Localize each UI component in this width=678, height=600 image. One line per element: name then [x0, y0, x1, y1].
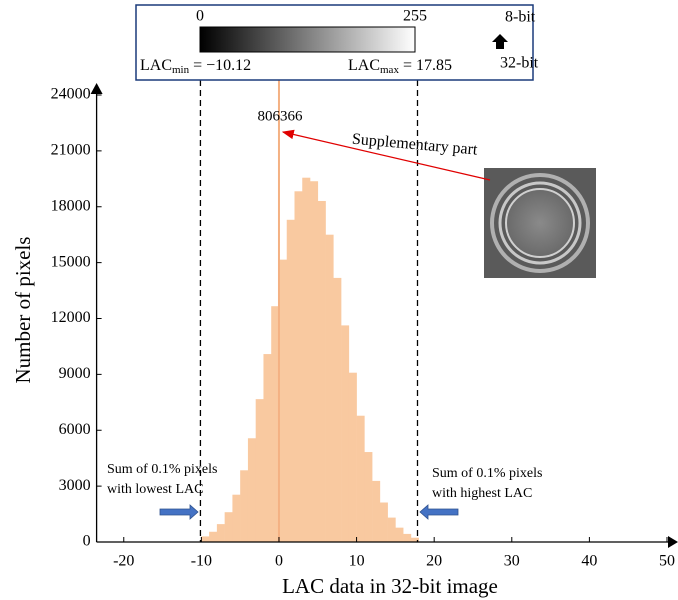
bar [240, 470, 249, 542]
x-tick-label: 0 [275, 553, 283, 570]
bar [247, 438, 256, 542]
bound-label: LACmax = 17.85 [348, 57, 452, 76]
bound-subscript: min [172, 64, 190, 76]
bar [410, 537, 419, 542]
colorbar-upper-label: 8-bit [505, 9, 536, 26]
bar [403, 533, 412, 542]
bar [216, 524, 225, 542]
bound-symbol: LAC [348, 57, 380, 74]
x-axis-title: LAC data in 32-bit image [282, 574, 498, 598]
up-arrow [492, 34, 508, 49]
y-tick-label: 6000 [59, 421, 91, 438]
y-axis-arrow [90, 83, 103, 94]
note-text: with lowest LAC [107, 482, 203, 497]
bar [333, 277, 342, 542]
x-tick-label: 50 [659, 553, 675, 570]
bar [263, 354, 272, 542]
x-tick-label: 10 [349, 553, 365, 570]
y-tick-label: 9000 [59, 365, 91, 382]
inset-image [484, 168, 596, 278]
y-tick-label: 12000 [51, 309, 91, 326]
x-axis-arrow [668, 536, 678, 548]
spike-label: 806366 [257, 108, 303, 124]
y-tick-label: 15000 [51, 253, 91, 270]
colorbar-lower-label: 32-bit [500, 55, 539, 72]
x-tick-label: 30 [504, 553, 520, 570]
note-text: with highest LAC [432, 486, 532, 501]
note-text: Sum of 0.1% pixels [107, 462, 217, 477]
bar [294, 191, 303, 542]
note-arrow [159, 504, 199, 520]
bar [395, 527, 404, 542]
bar [232, 494, 241, 542]
bar [364, 452, 373, 542]
pointer-arrow [281, 129, 491, 181]
bar [201, 536, 210, 542]
bound-value: = −10.12 [193, 57, 251, 74]
bar [387, 517, 396, 542]
bar [302, 177, 311, 542]
bound-subscript: max [380, 64, 399, 76]
bar [372, 480, 381, 542]
x-tick-label: -20 [113, 553, 134, 570]
y-tick-label: 0 [83, 533, 91, 550]
x-tick-label: -10 [191, 553, 212, 570]
spike-bar [277, 80, 280, 542]
bound-value: = 17.85 [403, 57, 452, 74]
note-text: Sum of 0.1% pixels [432, 466, 542, 481]
bar [348, 372, 357, 542]
bar [341, 325, 350, 542]
plot-layer: 806366 -20 -10 0 10 20 30 40 50 0 3000 6000 9000 1200… [11, 80, 678, 598]
colorbar-tick-label: 255 [403, 8, 427, 25]
y-tick-label: 21000 [51, 142, 91, 159]
bar [286, 219, 295, 542]
x-tick-label: 40 [581, 553, 597, 570]
bound-symbol: LAC [140, 57, 172, 74]
y-tick-label: 24000 [51, 86, 91, 103]
colorbar-tick-label: 0 [196, 8, 204, 25]
bar [209, 531, 218, 542]
inset-label: Supplementary part [351, 131, 478, 159]
x-tick-label: 20 [426, 553, 442, 570]
bar [317, 200, 326, 542]
bar [325, 234, 334, 542]
colorbar [199, 26, 416, 53]
bar [271, 306, 280, 542]
bar [255, 399, 264, 542]
bar [356, 415, 365, 542]
y-axis-title: Number of pixels [11, 237, 35, 384]
y-tick-label: 3000 [59, 477, 91, 494]
bar [310, 181, 319, 542]
note-arrow [419, 504, 459, 520]
y-tick-label: 18000 [51, 197, 91, 214]
bound-label: LACmin = −10.12 [140, 57, 251, 76]
bar [379, 502, 388, 542]
bar [278, 259, 288, 542]
bar [224, 512, 233, 542]
